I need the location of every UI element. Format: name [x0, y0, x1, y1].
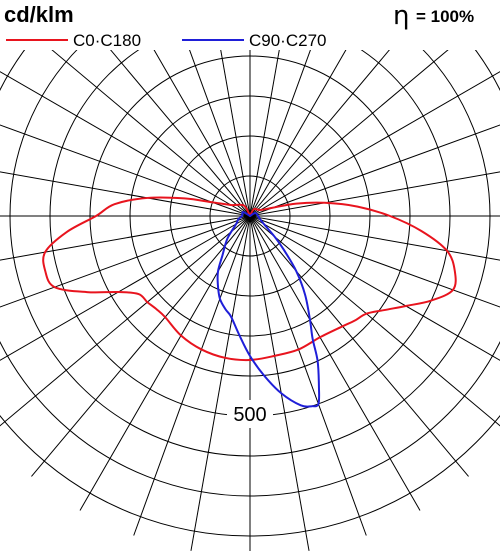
- grid-spoke-340: [133, 215, 251, 536]
- series-curve-c90-c270: [216, 211, 321, 408]
- tick-label-background: [227, 400, 273, 428]
- grid-spoke-30: [249, 215, 421, 511]
- series-curve-c0-c180: [42, 196, 457, 362]
- grid-spoke-150: [249, 0, 376, 217]
- efficiency-value: = 100%: [416, 7, 474, 26]
- radial-tick-label-500: 500: [233, 404, 266, 426]
- grid-spoke-60: [249, 215, 500, 361]
- grid-spoke-260: [0, 171, 251, 217]
- grid-spoke-330: [79, 215, 251, 511]
- grid-spoke-110: [249, 124, 500, 217]
- grid-spoke-280: [0, 215, 251, 261]
- grid-spoke-310: [0, 215, 251, 427]
- legend-label-c0-c180: C0·C180: [73, 31, 141, 50]
- series-layer: [42, 196, 457, 408]
- grid-spoke-210: [124, 0, 251, 217]
- grid-spoke-140: [249, 0, 432, 217]
- grid-spoke-220: [68, 0, 251, 217]
- grid-spoke-120: [249, 71, 500, 217]
- grid-spoke-10: [249, 215, 310, 551]
- efficiency-symbol: η: [393, 1, 409, 31]
- grid-spoke-70: [249, 215, 500, 308]
- grid-spoke-50: [249, 215, 500, 427]
- grid-spoke-350: [190, 215, 251, 551]
- legend-label-c90-c270: C90·C270: [249, 31, 327, 50]
- grid-spoke-290: [0, 215, 251, 308]
- grid-spoke-320: [31, 215, 251, 477]
- grid-spoke-160: [249, 0, 330, 217]
- grid-spoke-20: [249, 215, 367, 536]
- grid-spoke-100: [249, 171, 500, 217]
- grid-spoke-80: [249, 215, 500, 261]
- grid-spoke-200: [170, 0, 251, 217]
- grid-spoke-40: [249, 215, 469, 477]
- unit-label: cd/klm: [4, 2, 74, 27]
- grid-spoke-250: [0, 124, 251, 217]
- grid-spoke-300: [0, 215, 251, 361]
- header-background: [0, 0, 500, 50]
- grid-spoke-240: [0, 71, 251, 217]
- legend: C0·C180 C90·C270: [6, 31, 327, 50]
